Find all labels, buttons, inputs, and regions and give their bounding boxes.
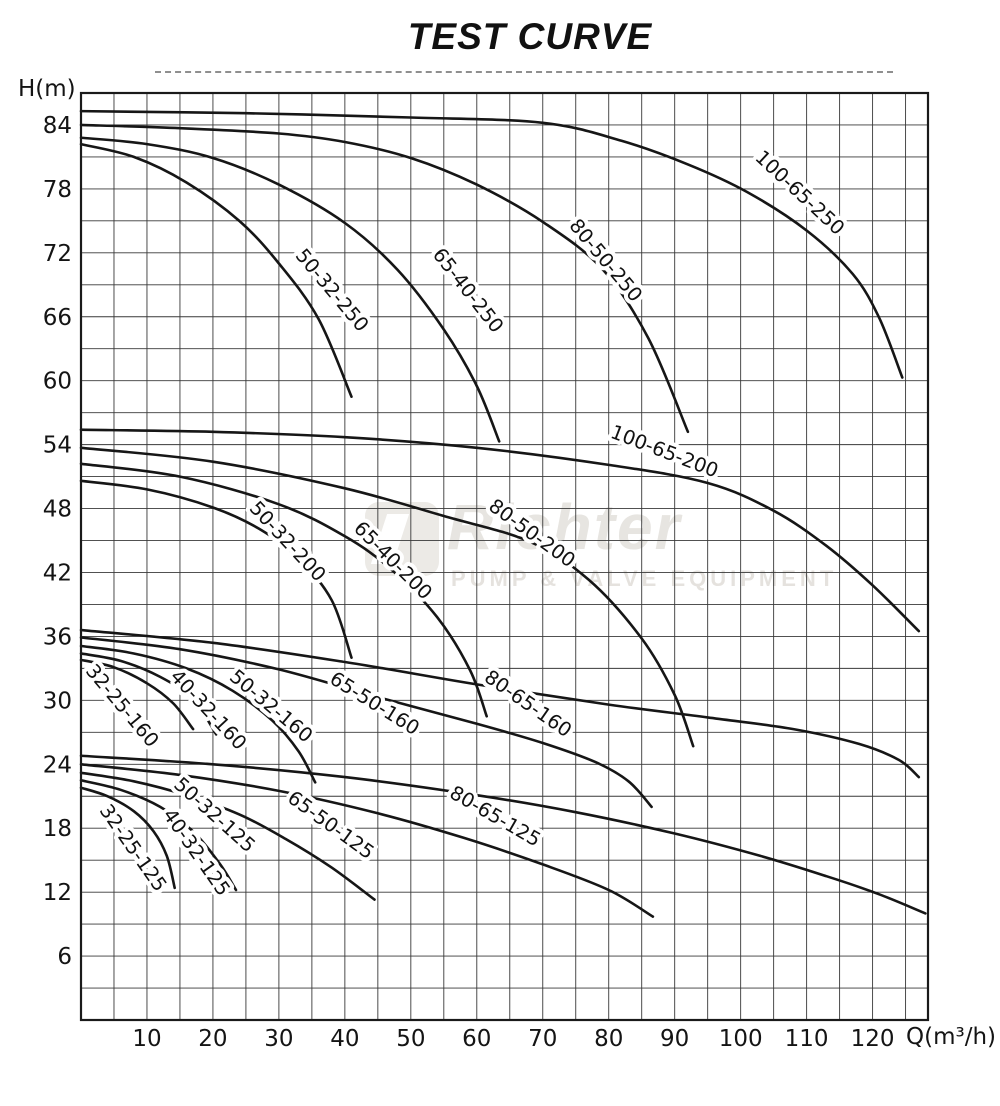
x-axis-tick-label: 110 [785, 1026, 829, 1052]
curve-path-100-65-250 [79, 109, 904, 379]
curve-path-32-25-160 [79, 658, 195, 731]
y-axis-tick-label: 18 [43, 816, 72, 842]
curve-label-80-50-250: 80-50-250 [565, 214, 647, 306]
curve-path-80-65-160 [79, 628, 921, 779]
y-axis-tick-label: 84 [43, 113, 72, 139]
curve-label-80-65-160: 80-65-160 [480, 665, 576, 742]
curve-path-50-32-250 [79, 142, 353, 398]
x-axis-tick-label: 10 [132, 1026, 161, 1052]
curve-path-80-50-200 [79, 446, 695, 748]
curve-label-32-25-125: 32-25-125 [95, 800, 172, 896]
y-axis-tick-label: 48 [43, 497, 72, 523]
page-title: TEST CURVE [407, 16, 653, 57]
curve-path-65-40-250 [79, 136, 501, 443]
curve-label-65-40-200: 65-40-200 [349, 517, 437, 605]
x-axis-tick-label: 80 [594, 1026, 623, 1052]
curve-path-40-32-125 [79, 778, 238, 892]
curve-path-40-32-160 [79, 652, 218, 736]
y-axis-tick-label: 78 [43, 177, 72, 203]
y-axis-tick-label: 30 [43, 688, 72, 714]
y-axis-tick-label: 60 [43, 369, 72, 395]
x-axis-title: Q(m³/h) [906, 1024, 997, 1050]
curve-path-50-32-200 [79, 479, 353, 659]
x-axis-tick-label: 90 [660, 1026, 689, 1052]
y-axis-tick-label: 6 [57, 944, 72, 970]
curve-path-65-50-125 [79, 762, 655, 918]
y-axis-tick-label: 12 [43, 880, 72, 906]
y-axis-tick-label: 24 [43, 752, 72, 778]
x-axis-tick-label: 120 [851, 1026, 895, 1052]
curve-path-100-65-200 [79, 428, 921, 633]
curve-path-50-32-160 [79, 644, 317, 784]
x-axis-tick-label: 100 [719, 1026, 763, 1052]
title-separator [155, 71, 893, 73]
y-axis-tick-label: 72 [43, 241, 72, 267]
curve-path-65-40-200 [79, 462, 488, 718]
curve-label-65-50-125: 65-50-125 [283, 786, 378, 864]
curve-path-80-65-125 [79, 754, 927, 915]
curve-label-80-65-125: 80-65-125 [446, 781, 545, 851]
curve-label-50-32-250: 50-32-250 [291, 244, 373, 336]
curve-path-32-25-125 [79, 786, 176, 890]
x-axis-tick-label: 60 [462, 1026, 491, 1052]
curve-path-80-50-250 [79, 123, 690, 434]
curve-path-50-32-125 [79, 771, 376, 901]
x-axis-tick-label: 20 [198, 1026, 227, 1052]
plot-border [79, 91, 930, 1022]
curve-path-65-50-160 [79, 636, 653, 809]
y-axis-tick-label: 42 [43, 560, 72, 586]
curve-label-80-50-200: 80-50-200 [484, 494, 579, 572]
x-axis-tick-label: 30 [264, 1026, 293, 1052]
y-axis-title: H(m) [18, 76, 76, 102]
curve-label-65-50-160: 65-50-160 [326, 667, 424, 740]
y-axis-tick-label: 54 [43, 433, 72, 459]
x-axis-tick-label: 70 [528, 1026, 557, 1052]
y-axis-tick-label: 66 [43, 305, 72, 331]
x-axis-tick-label: 50 [396, 1026, 425, 1052]
y-axis-tick-label: 36 [43, 624, 72, 650]
x-axis-tick-label: 40 [330, 1026, 359, 1052]
